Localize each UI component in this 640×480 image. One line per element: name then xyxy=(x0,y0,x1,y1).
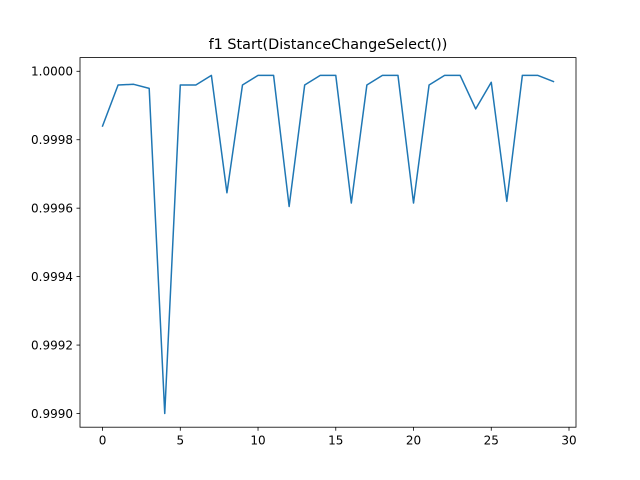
x-tick-label: 30 xyxy=(561,434,576,448)
series-line-0 xyxy=(101,74,555,415)
y-tick-label: 0.9998 xyxy=(31,133,73,147)
chart-title: f1 Start(DistanceChangeSelect()) xyxy=(209,37,448,53)
x-tick-label: 25 xyxy=(484,434,499,448)
y-tick-label: 0.9994 xyxy=(31,270,73,284)
x-axis: 0 5 10 15 20 25 30 xyxy=(99,427,577,448)
y-tick-label: 0.9990 xyxy=(31,407,73,421)
plot-area-background xyxy=(80,57,576,428)
x-tick-label: 20 xyxy=(406,434,421,448)
y-axis: 0.9990 0.9992 0.9994 0.9996 0.9998 1.0000 xyxy=(31,65,80,421)
y-tick-label: 0.9992 xyxy=(31,338,73,352)
y-tick-label: 1.0000 xyxy=(31,65,73,79)
series-layer xyxy=(101,74,555,415)
x-tick-label: 10 xyxy=(250,434,265,448)
x-tick-label: 0 xyxy=(99,434,107,448)
plot-frame xyxy=(79,57,577,428)
x-tick-label: 15 xyxy=(328,434,343,448)
y-tick-label: 0.9996 xyxy=(31,201,73,215)
x-tick-label: 5 xyxy=(176,434,184,448)
